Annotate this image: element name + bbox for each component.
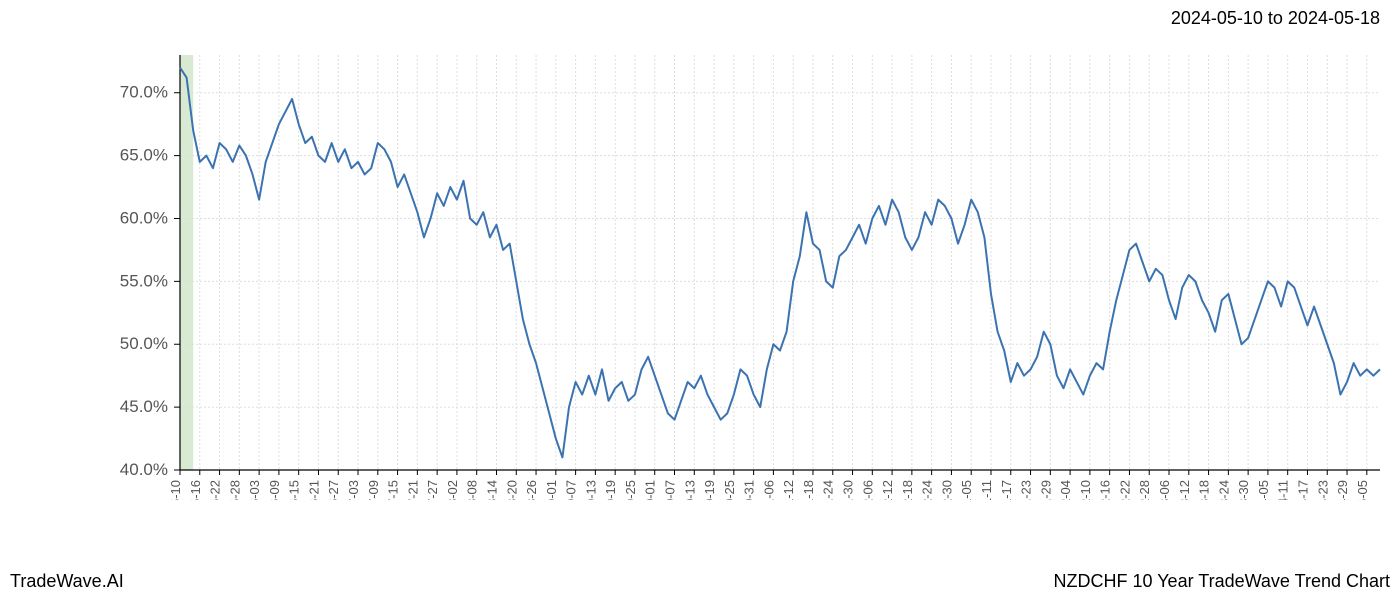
x-tick-label: 04-29 <box>1335 480 1350 500</box>
x-tick-label: 03-06 <box>1157 480 1172 500</box>
x-tick-label: 04-23 <box>1315 480 1330 500</box>
x-tick-label: 12-06 <box>860 480 875 500</box>
x-tick-label: 07-27 <box>425 480 440 500</box>
x-tick-label: 07-15 <box>386 480 401 500</box>
x-tick-label: 10-25 <box>722 480 737 500</box>
x-tick-label: 04-17 <box>1295 480 1310 500</box>
x-tick-label: 04-11 <box>1276 480 1291 500</box>
x-tick-label: 05-28 <box>227 480 242 500</box>
x-tick-label: 03-30 <box>1236 480 1251 500</box>
trend-chart: 40.0% 45.0% 50.0% 55.0% 60.0% 65.0% 70.0% 05-10… <box>0 40 1400 500</box>
y-tick-label: 70.0% <box>120 83 168 102</box>
x-tick-label: 06-15 <box>287 480 302 500</box>
x-tick-label: 05-10 <box>168 480 183 500</box>
x-tick-label: 09-19 <box>603 480 618 500</box>
x-tick-label: 05-16 <box>188 480 203 500</box>
x-tick-label: 11-24 <box>821 480 836 500</box>
x-tick-label: 06-03 <box>247 480 262 500</box>
x-tick-label: 07-09 <box>366 480 381 500</box>
x-tick-label: 10-31 <box>742 480 757 500</box>
date-range-label: 2024-05-10 to 2024-05-18 <box>1171 8 1380 29</box>
y-tick-label: 45.0% <box>120 397 168 416</box>
x-tick-label: 10-13 <box>682 480 697 500</box>
x-tick-label: 02-28 <box>1137 480 1152 500</box>
x-tick-label: 12-24 <box>920 480 935 500</box>
x-tick-label: 07-21 <box>405 480 420 500</box>
x-tick-label: 09-01 <box>544 480 559 500</box>
x-tick-label: 03-12 <box>1177 480 1192 500</box>
x-tick-label: 02-22 <box>1117 480 1132 500</box>
x-tick-label: 08-02 <box>445 480 460 500</box>
x-tick-label: 09-07 <box>564 480 579 500</box>
x-tick-label: 04-05 <box>1256 480 1271 500</box>
x-tick-label: 11-18 <box>801 480 816 500</box>
x-tick-label: 01-05 <box>959 480 974 500</box>
x-tick-label: 08-20 <box>504 480 519 500</box>
y-tick-label: 40.0% <box>120 460 168 479</box>
x-tick-label: 01-29 <box>1038 480 1053 500</box>
x-tick-label: 10-07 <box>663 480 678 500</box>
x-tick-label: 08-08 <box>465 480 480 500</box>
y-tick-label: 55.0% <box>120 271 168 290</box>
y-tick-label: 50.0% <box>120 334 168 353</box>
y-tick-label: 60.0% <box>120 208 168 227</box>
x-tick-label: 05-22 <box>208 480 223 500</box>
x-tick-label: 10-19 <box>702 480 717 500</box>
x-tick-label: 12-12 <box>880 480 895 500</box>
x-tick-label: 06-21 <box>306 480 321 500</box>
watermark-label: TradeWave.AI <box>10 571 124 592</box>
x-tick-label: 10-01 <box>643 480 658 500</box>
x-tick-label: 12-18 <box>900 480 915 500</box>
x-tick-label: 06-27 <box>326 480 341 500</box>
x-tick-label: 01-17 <box>999 480 1014 500</box>
x-tick-label: 02-16 <box>1098 480 1113 500</box>
x-tick-label: 11-30 <box>841 480 856 500</box>
x-tick-label: 09-13 <box>583 480 598 500</box>
x-tick-label: 09-25 <box>623 480 638 500</box>
x-tick-label: 08-26 <box>524 480 539 500</box>
x-tick-label: 12-30 <box>939 480 954 500</box>
x-tick-label: 01-23 <box>1019 480 1034 500</box>
chart-title: NZDCHF 10 Year TradeWave Trend Chart <box>1054 571 1390 592</box>
x-tick-label: 08-14 <box>484 480 499 500</box>
x-tick-label: 05-05 <box>1355 480 1370 500</box>
y-tick-label: 65.0% <box>120 146 168 165</box>
x-tick-label: 02-04 <box>1058 480 1073 500</box>
x-tick-label: 01-11 <box>979 480 994 500</box>
x-tick-label: 07-03 <box>346 480 361 500</box>
x-tick-label: 03-18 <box>1197 480 1212 500</box>
x-tick-label: 11-06 <box>761 480 776 500</box>
x-tick-label: 02-10 <box>1078 480 1093 500</box>
x-tick-label: 06-09 <box>267 480 282 500</box>
x-tick-label: 11-12 <box>781 480 796 500</box>
trend-line <box>180 68 1380 458</box>
x-tick-label: 03-24 <box>1216 480 1231 500</box>
